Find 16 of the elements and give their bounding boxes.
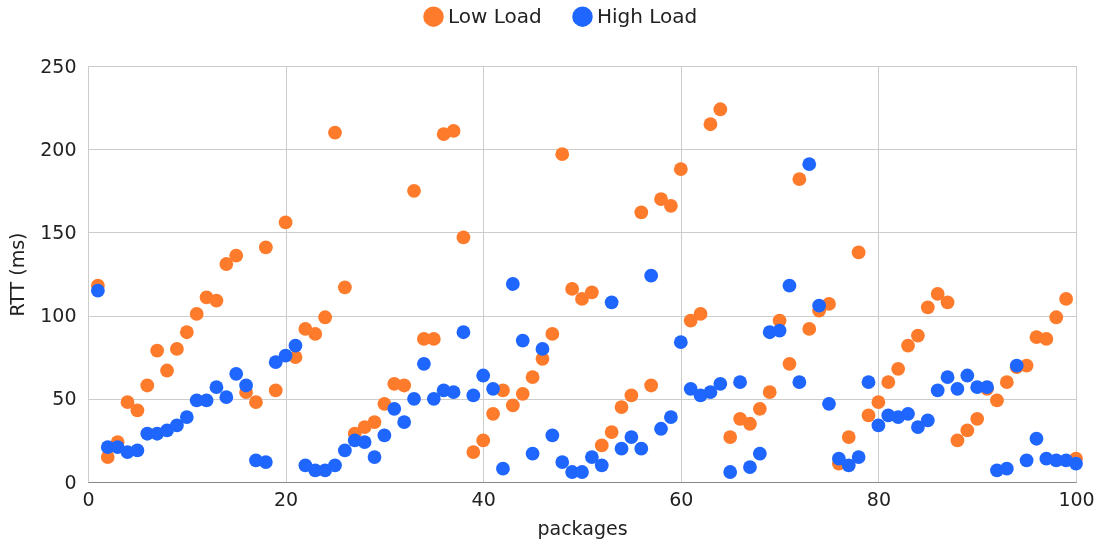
- y-tick-label: 150: [40, 220, 77, 243]
- x-tick-label: 20: [274, 487, 299, 510]
- legend-label: Low Load: [448, 3, 542, 28]
- y-tick-label: 200: [40, 137, 77, 160]
- x-tick-label: 100: [1058, 487, 1095, 510]
- y-tick-label: 100: [40, 304, 77, 327]
- y-tick-label: 50: [52, 387, 77, 410]
- legend-label: High Load: [597, 3, 698, 28]
- x-axis-title: packages: [537, 516, 628, 539]
- x-tick-label: 40: [471, 487, 496, 510]
- x-tick-label: 0: [82, 487, 95, 510]
- x-tick-label: 80: [866, 487, 891, 510]
- y-tick-label: 0: [64, 470, 77, 493]
- x-tick-label: 60: [669, 487, 694, 510]
- y-axis-title: RTT (ms): [6, 232, 29, 317]
- y-tick-label: 250: [40, 54, 77, 77]
